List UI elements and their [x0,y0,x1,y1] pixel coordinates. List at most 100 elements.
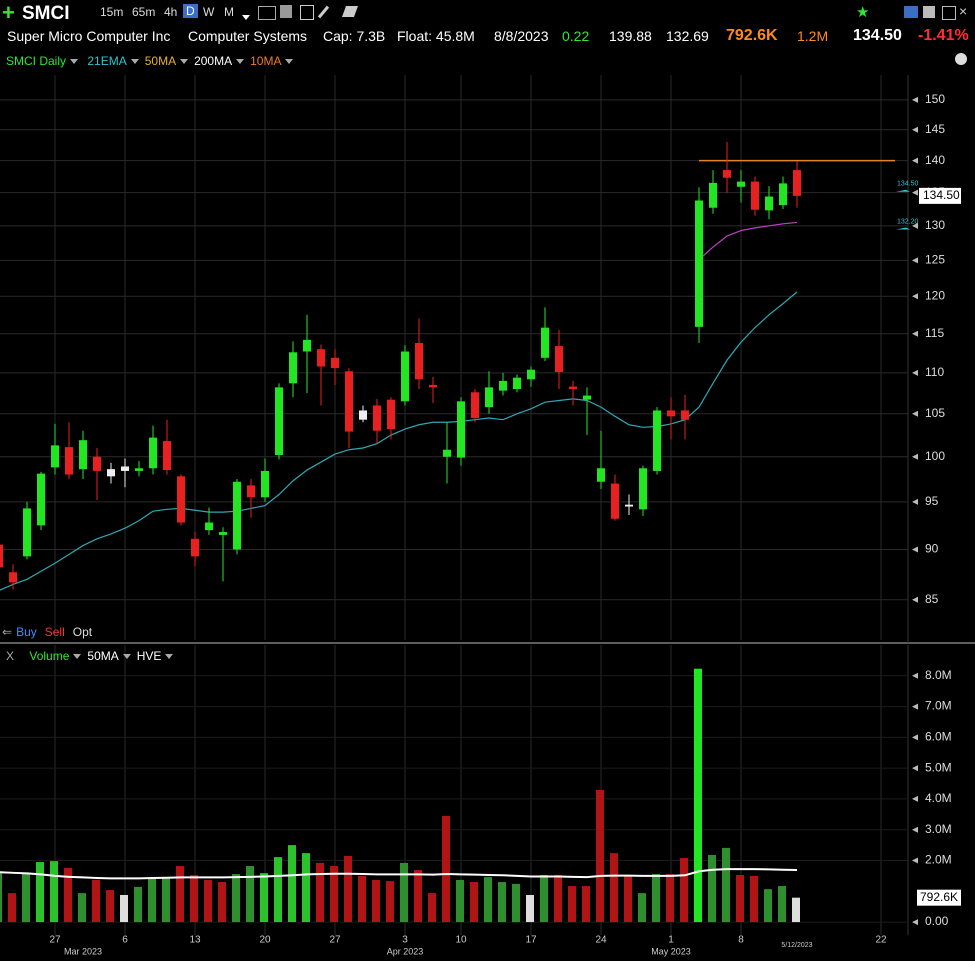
volume-bar [316,862,324,923]
candle-body [709,182,717,208]
x-month-label: Mar 2023 [64,946,102,956]
float: Float: 45.8M [397,28,475,44]
volume-bar [190,874,198,923]
x-tick-label: 8 [738,935,744,946]
tick-mark [912,293,918,300]
x-tick-label: 1 [668,935,674,946]
timeframe[interactable]: 65m [132,5,156,19]
candle-body [149,437,157,469]
x-tick-label: 24 [595,935,607,946]
timeframe[interactable]: 4h [164,5,178,19]
tick-mark [912,826,918,833]
tick-mark [912,857,918,864]
candle-body [695,200,703,327]
volume-bar [204,879,212,923]
indicator-label[interactable]: 50MA [144,54,177,68]
y-tick-label: 85 [925,592,939,606]
candle-body [597,468,605,482]
volume-bar [358,875,366,923]
volume-bar [554,874,562,923]
indicator-label[interactable]: Volume [29,649,70,663]
volume-bar [232,874,240,923]
candle-body [261,470,269,498]
volume-bar [106,890,114,923]
timeframe[interactable]: W [203,5,215,19]
tool-icon[interactable] [280,5,292,18]
add-icon[interactable]: + [2,0,15,25]
candle-body [499,380,507,391]
volume-bar [260,873,268,923]
close-pane[interactable]: X [6,649,15,663]
tick-mark [912,126,918,133]
timeframe-menu[interactable] [238,8,256,26]
trade-button[interactable]: Buy [16,625,37,639]
candle-body [779,183,787,206]
volume-bar [302,853,310,923]
x-tick-label: 22 [875,935,887,946]
y-tick-label: 2.0M [925,853,952,867]
tool-icon[interactable] [341,6,359,17]
x-tick-label: 10 [455,935,467,946]
indicator-label[interactable]: HVE [136,649,162,663]
trade-button[interactable]: Sell [44,625,65,639]
symbol[interactable]: SMCI [22,3,70,24]
candle-body [275,387,283,455]
y-tick-label: 150 [925,92,945,106]
candle-body [373,405,381,431]
change: -1.41% [918,27,969,44]
candle-body [317,349,325,367]
candle-body [401,351,409,402]
candle-body [177,476,185,523]
tick-mark [912,498,918,505]
header: + SMCI 15m 65m 4h D W M ★ × Super Micro … [0,0,975,72]
candle-body [443,449,451,457]
volume-bar [624,874,632,923]
close-icon[interactable]: × [959,3,968,19]
candle-body [135,468,143,471]
volume: 792.6K [726,27,778,44]
indicator-label[interactable]: 10MA [250,54,282,68]
candle-body [527,369,535,380]
save-icon[interactable] [923,6,935,18]
candle-body [359,410,367,420]
volume-bar [64,867,72,923]
candle-body [611,483,619,519]
candle-body [723,170,731,178]
timeframe-active[interactable]: D [183,4,198,18]
indicator-label[interactable]: 21EMA [87,54,127,68]
x-month-label: Apr 2023 [387,946,424,956]
s-icon[interactable] [904,6,918,18]
volume-ma-line [0,868,798,880]
x-month-label: May 2023 [651,946,691,956]
draw-icon[interactable] [317,5,330,19]
ma-line [0,291,798,591]
volume-bar [764,889,772,923]
x-tick-label: 27 [329,935,341,946]
volume-bar [610,853,618,923]
y-tick-label: 3.0M [925,822,952,836]
tool-icon[interactable] [258,6,276,20]
candle-body [51,445,59,468]
timeframe[interactable]: M [224,5,234,19]
volume-bar [92,879,100,923]
star-icon[interactable]: ★ [856,4,870,21]
tick-mark [912,795,918,802]
tick-mark [912,919,918,926]
cursor-date-label: 5/12/2023 [781,942,812,949]
trade-button[interactable]: Opt [72,625,93,639]
volume-bar [638,893,646,923]
volume-bar [442,815,450,923]
volume-bar [50,861,58,923]
cap: Cap: 7.3B [323,28,386,44]
palette-icon[interactable] [955,53,967,65]
indicator-label[interactable]: 50MA [87,649,119,663]
candle-body [121,466,129,471]
indicator-label[interactable]: 200MA [194,54,233,68]
tool-icon[interactable] [300,5,314,20]
company: Super Micro Computer Inc [7,28,171,44]
timeframe[interactable]: 15m [100,5,124,19]
x-tick-label: 27 [49,935,61,946]
window-icon[interactable] [942,6,956,20]
volume-bar [750,875,758,923]
